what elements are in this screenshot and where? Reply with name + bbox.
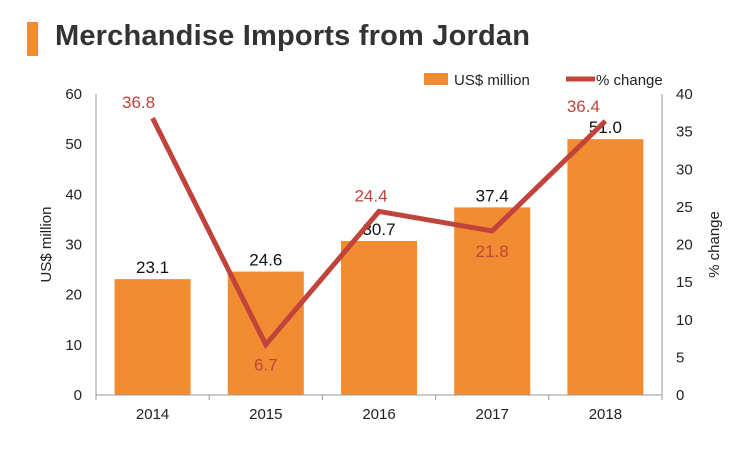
y-tick-right-35: 35: [676, 124, 693, 141]
bar-2016: [341, 240, 417, 395]
bar-2018: [567, 139, 644, 395]
y-tick-right-5: 5: [676, 349, 684, 366]
line-label-2016: 24.4: [354, 186, 387, 205]
y-tick-right-40: 40: [676, 86, 693, 103]
y-tick-right-30: 30: [676, 161, 693, 178]
y-tick-left-30: 30: [65, 237, 82, 254]
y-tick-right-15: 15: [676, 274, 693, 291]
y-tick-right-25: 25: [676, 199, 693, 216]
y-tick-right-20: 20: [676, 237, 693, 254]
y-axis-title-right: % change: [706, 211, 723, 278]
bar-2017: [454, 207, 531, 395]
y-tick-left-40: 40: [65, 186, 82, 203]
line-label-2017: 21.8: [476, 242, 509, 261]
page-title: Merchandise Imports from Jordan: [55, 20, 531, 52]
line-label-2014: 36.8: [122, 93, 155, 112]
legend-label-bar: US$ million: [454, 72, 530, 89]
x-tick-2015: 2015: [249, 406, 282, 423]
bar-2014: [114, 279, 191, 395]
chart-legend: US$ million % change: [424, 72, 663, 89]
line-data-labels: 36.8 6.7 24.4 21.8 36.4: [122, 93, 600, 375]
y-tick-left-50: 50: [65, 136, 82, 153]
x-tick-2018: 2018: [589, 406, 622, 423]
y-axis-title-left: US$ million: [38, 207, 55, 283]
bar-label-2015: 24.6: [249, 251, 282, 270]
line-series: [150, 116, 608, 350]
y-tick-left-10: 10: [65, 337, 82, 354]
x-tick-2017: 2017: [476, 406, 509, 423]
y-tick-left-60: 60: [65, 86, 82, 103]
bar-label-2014: 23.1: [136, 258, 169, 277]
y-tick-right-0: 0: [676, 387, 684, 404]
y-tick-left-20: 20: [65, 287, 82, 304]
line-percent-change: [150, 116, 608, 350]
title-accent-bar: [27, 22, 38, 56]
legend-swatch-bar: [424, 73, 448, 85]
chart-axes: 0 10 20 30 40 50 60 0 5 10 15 20 25 30 35 40 2014 2015 201…: [38, 86, 723, 423]
x-tick-2016: 2016: [362, 406, 395, 423]
line-label-2015: 6.7: [254, 356, 278, 375]
bar-label-2017: 37.4: [476, 186, 509, 205]
line-label-2018: 36.4: [567, 97, 600, 116]
y-tick-right-10: 10: [676, 312, 693, 329]
x-tick-2014: 2014: [136, 406, 169, 423]
legend-label-line: % change: [596, 72, 663, 89]
bar-series: [114, 139, 644, 395]
y-tick-left-0: 0: [74, 387, 82, 404]
